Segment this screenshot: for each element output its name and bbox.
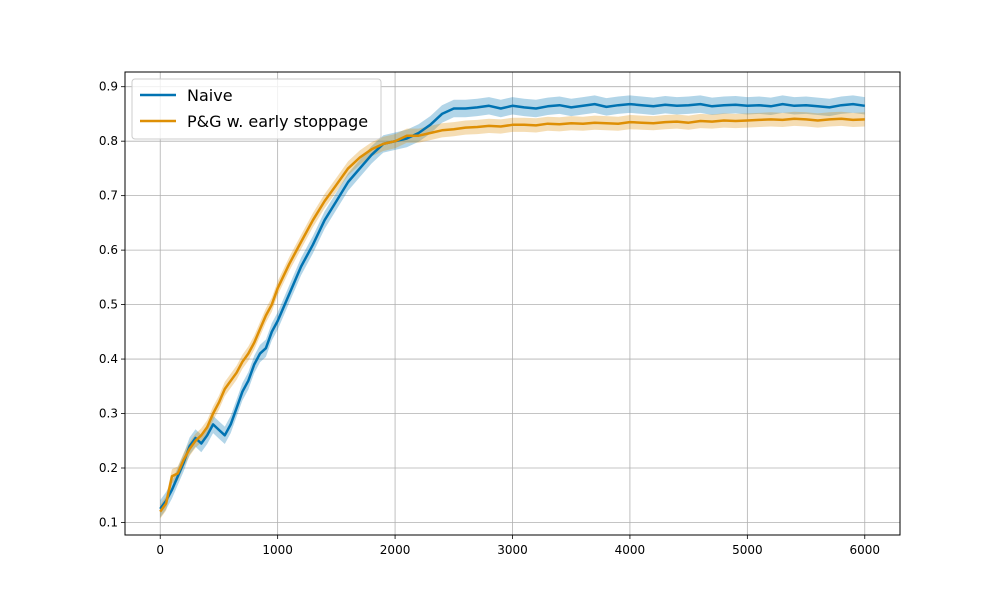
line-naive <box>159 102 865 510</box>
y-tick-label: 0.8 <box>99 134 118 148</box>
y-tick-label: 0.3 <box>99 407 118 421</box>
legend: Naive P&G w. early stoppage <box>131 78 382 140</box>
legend-box <box>131 78 382 140</box>
x-tick-label: 6000 <box>849 543 880 557</box>
x-tick-label: 4000 <box>615 543 646 557</box>
x-tick-label: 5000 <box>732 543 763 557</box>
x-tick-label: 2000 <box>380 543 411 557</box>
y-tick-label: 0.1 <box>99 515 118 529</box>
x-tick-label: 1000 <box>262 543 293 557</box>
x-tick-label: 3000 <box>497 543 528 557</box>
y-tick-label: 0.7 <box>99 189 118 203</box>
legend-label-naive: Naive <box>187 86 233 105</box>
y-tick-label: 0.4 <box>99 352 118 366</box>
y-tick-label: 0.9 <box>99 80 118 94</box>
series-lines <box>159 102 865 513</box>
x-axis-ticks: 0 1000 2000 3000 4000 5000 6000 <box>156 535 880 557</box>
x-tick-label: 0 <box>156 543 164 557</box>
y-tick-label: 0.6 <box>99 243 118 257</box>
grid-lines <box>125 72 900 535</box>
legend-label-pg-early-stoppage: P&G w. early stoppage <box>187 112 368 131</box>
line-p-g-w-early-stoppage <box>159 117 865 513</box>
y-axis-ticks: 0.1 0.2 0.3 0.4 0.5 0.6 0.7 0.8 0.9 <box>99 80 125 529</box>
y-tick-label: 0.5 <box>99 298 118 312</box>
y-tick-label: 0.2 <box>99 461 118 475</box>
